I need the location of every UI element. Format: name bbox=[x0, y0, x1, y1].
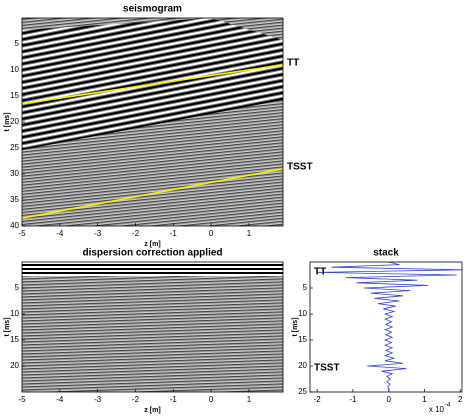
x-tick-label: -5 bbox=[18, 229, 26, 238]
plot-frame bbox=[21, 261, 284, 393]
x-tick-label: 2 bbox=[458, 395, 463, 404]
y-axis-label: t [ms] bbox=[292, 317, 299, 336]
y-tick-label: 10 bbox=[10, 309, 19, 318]
y-tick-label: 15 bbox=[10, 335, 19, 344]
y-axis-label: t [ms] bbox=[4, 317, 11, 336]
y-tick-label: 30 bbox=[10, 169, 19, 178]
plot-frame bbox=[309, 261, 463, 393]
x-tick-label: 1 bbox=[422, 395, 427, 404]
y-tick-label: 35 bbox=[10, 195, 19, 204]
event-line bbox=[21, 64, 284, 105]
panel-title: seismogram bbox=[123, 4, 182, 15]
y-tick-label: 40 bbox=[10, 221, 19, 230]
y-tick-label: 15 bbox=[298, 335, 307, 344]
x-axis-label: z [m] bbox=[144, 241, 160, 248]
plot-frame bbox=[21, 17, 284, 227]
x-tick-label: 1 bbox=[247, 395, 252, 404]
x-axis-label: z [m] bbox=[144, 407, 160, 414]
seismogram-image bbox=[22, 18, 283, 226]
annotation: TSST bbox=[314, 363, 340, 374]
trace-group bbox=[317, 262, 462, 392]
y-tick-label: 20 bbox=[10, 117, 19, 126]
corrected-image bbox=[22, 262, 283, 392]
y-tick-label: 5 bbox=[15, 283, 20, 292]
x-tick-label: 0 bbox=[209, 229, 214, 238]
y-tick-label: 10 bbox=[298, 309, 307, 318]
y-tick-label: 5 bbox=[15, 39, 20, 48]
x-tick-label: -2 bbox=[132, 395, 140, 404]
x-tick-label: -4 bbox=[56, 395, 64, 404]
y-tick-label: 20 bbox=[10, 361, 19, 370]
annotation: TT bbox=[314, 267, 326, 278]
x-tick-label: 0 bbox=[386, 395, 391, 404]
x-tick-label: -3 bbox=[94, 395, 102, 404]
y-axis-label: t [ms] bbox=[4, 112, 11, 131]
x-tick-label: -1 bbox=[349, 395, 357, 404]
x-tick-label: 0 bbox=[209, 395, 214, 404]
event-line bbox=[21, 168, 284, 219]
y-tick-label: 25 bbox=[298, 387, 307, 396]
event-label: TT bbox=[287, 57, 299, 68]
x-exponent: -4 bbox=[445, 403, 451, 409]
y-tick-label: 25 bbox=[10, 143, 19, 152]
x-tick-label: 1 bbox=[247, 229, 252, 238]
x-tick-label: -3 bbox=[94, 229, 102, 238]
event-label: TSST bbox=[287, 161, 313, 172]
x-tick-label: -1 bbox=[170, 229, 178, 238]
y-tick-label: 15 bbox=[10, 91, 19, 100]
y-tick-label: 20 bbox=[298, 361, 307, 370]
panel-title: dispersion correction applied bbox=[82, 248, 222, 259]
x-tick-label: -5 bbox=[18, 395, 26, 404]
x-tick-label: -2 bbox=[132, 229, 140, 238]
x-tick-label: -4 bbox=[56, 229, 64, 238]
y-tick-label: 10 bbox=[10, 65, 19, 74]
stack-trace bbox=[317, 262, 462, 392]
x-tick-label: -2 bbox=[314, 395, 322, 404]
x-multiplier: x 10 bbox=[429, 405, 445, 414]
y-tick-label: 5 bbox=[303, 283, 308, 292]
panel-title: stack bbox=[373, 248, 399, 259]
x-tick-label: -1 bbox=[170, 395, 178, 404]
